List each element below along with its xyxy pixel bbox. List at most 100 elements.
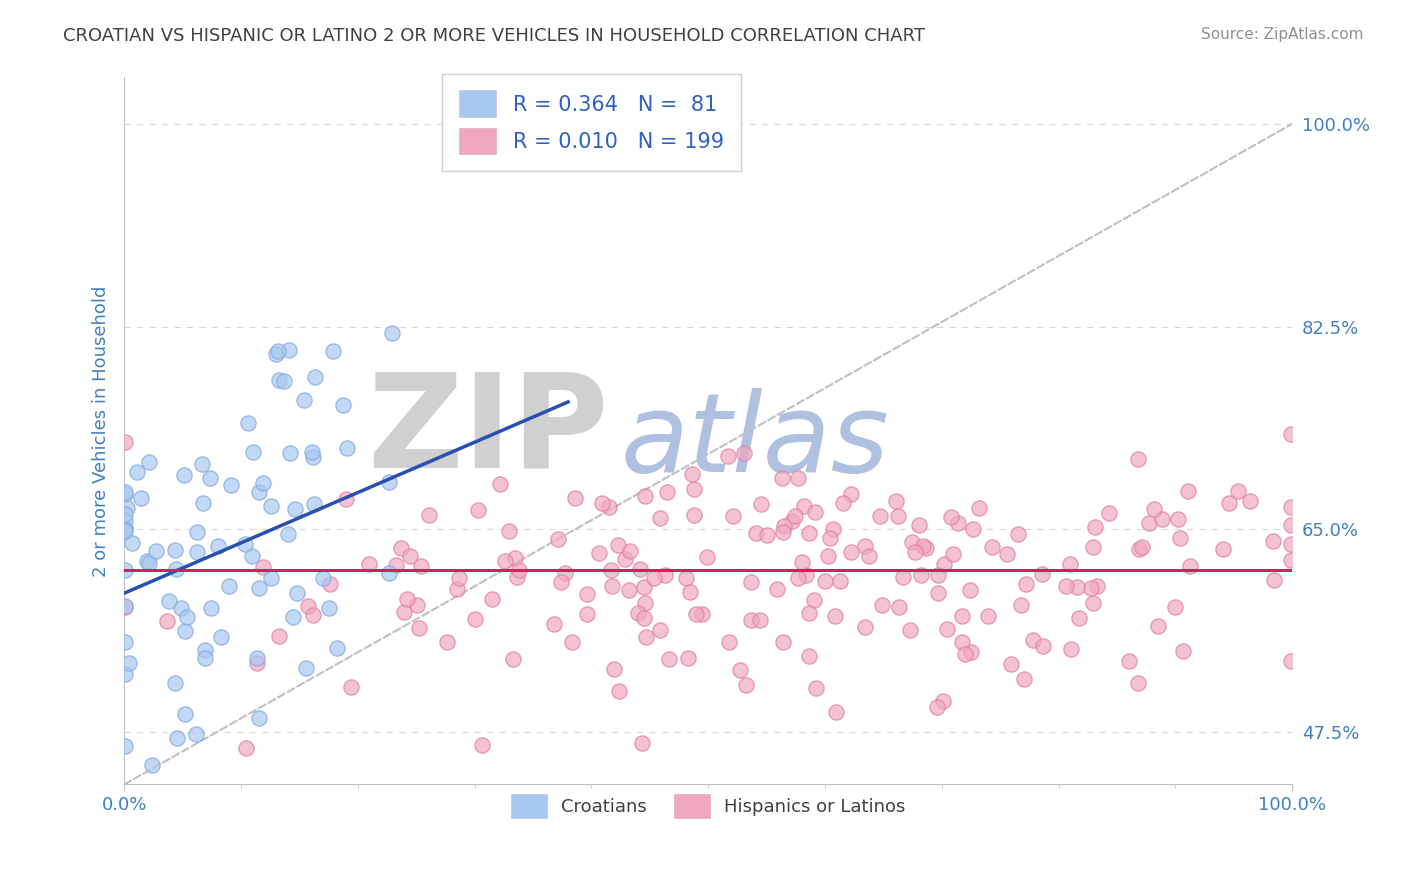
Point (828, 574, 851, 588)
Point (1279, 517, 1302, 532)
Point (872, 599, 894, 613)
Point (1083, 596, 1105, 610)
Point (138, 455, 160, 469)
Point (436, 635, 458, 649)
Point (135, 554, 157, 568)
Point (1177, 483, 1199, 498)
Text: ZIP: ZIP (367, 368, 609, 494)
Point (502, 652, 524, 666)
Point (561, 635, 583, 649)
Point (186, 524, 208, 539)
Point (322, 344, 344, 359)
Point (780, 514, 803, 528)
Point (145, 544, 167, 558)
Point (277, 526, 299, 541)
Point (156, 614, 179, 628)
Point (284, 502, 307, 516)
Point (1081, 540, 1104, 554)
Point (696, 550, 718, 565)
Point (977, 608, 1000, 623)
Point (127, 465, 149, 479)
Point (728, 663, 751, 677)
Point (633, 580, 655, 594)
Point (1128, 541, 1150, 556)
Point (960, 645, 983, 659)
Point (249, 711, 271, 725)
Point (191, 495, 214, 509)
Point (449, 571, 471, 585)
Point (783, 509, 806, 524)
Point (1022, 632, 1045, 647)
Point (658, 651, 681, 665)
Point (927, 586, 949, 600)
Point (939, 510, 962, 524)
Point (1279, 500, 1302, 515)
Point (218, 579, 240, 593)
Point (464, 612, 486, 626)
Point (793, 499, 815, 513)
Point (1152, 512, 1174, 526)
Point (378, 566, 401, 581)
Point (901, 534, 924, 549)
Point (174, 706, 197, 721)
Point (446, 582, 468, 597)
Point (650, 510, 672, 524)
Point (619, 543, 641, 558)
Point (950, 609, 973, 624)
Point (627, 606, 650, 620)
Point (278, 446, 301, 460)
Point (311, 571, 333, 585)
Point (470, 739, 492, 753)
Point (495, 554, 517, 568)
Point (740, 613, 762, 627)
Point (193, 650, 215, 665)
Point (1084, 519, 1107, 533)
Point (1167, 512, 1189, 526)
Point (797, 606, 820, 620)
Point (1118, 654, 1140, 668)
Point (959, 583, 981, 598)
Point (1279, 553, 1302, 567)
Point (824, 609, 846, 624)
Point (887, 509, 910, 524)
Point (675, 571, 697, 585)
Point (1098, 507, 1121, 521)
Point (685, 607, 707, 621)
Point (114, 515, 136, 529)
Point (114, 563, 136, 577)
Point (814, 574, 837, 588)
Point (114, 522, 136, 536)
Point (325, 641, 347, 656)
Point (115, 501, 138, 516)
Point (129, 491, 152, 505)
Point (932, 694, 955, 708)
Point (165, 562, 187, 576)
Point (1279, 654, 1302, 668)
Point (1054, 579, 1077, 593)
Point (1279, 426, 1302, 441)
Point (1164, 599, 1187, 614)
Point (797, 648, 820, 663)
Point (927, 568, 949, 582)
Point (138, 556, 160, 570)
Point (1080, 582, 1102, 596)
Point (723, 509, 745, 524)
Point (221, 478, 243, 492)
Point (803, 592, 825, 607)
Point (1239, 493, 1261, 508)
Point (772, 519, 794, 533)
Point (252, 560, 274, 574)
Point (114, 487, 136, 501)
Point (607, 683, 630, 698)
Point (636, 630, 658, 644)
Point (953, 648, 976, 662)
Point (297, 599, 319, 613)
Point (240, 549, 263, 563)
Point (498, 524, 520, 539)
Point (121, 536, 143, 550)
Point (283, 610, 305, 624)
Point (396, 591, 419, 606)
Point (908, 518, 931, 533)
Point (633, 611, 655, 625)
Text: CROATIAN VS HISPANIC OR LATINO 2 OR MORE VEHICLES IN HOUSEHOLD CORRELATION CHART: CROATIAN VS HISPANIC OR LATINO 2 OR MORE… (63, 27, 925, 45)
